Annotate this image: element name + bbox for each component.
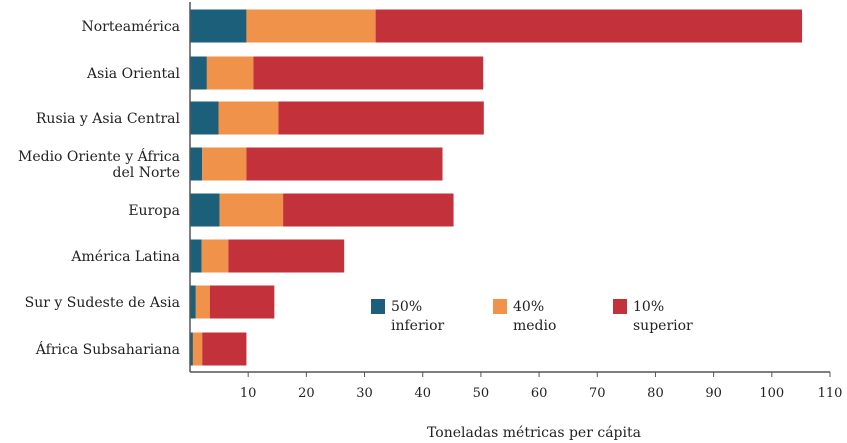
bar-segment-1-row-8 xyxy=(190,332,193,366)
x-tick-label: 70 xyxy=(589,386,606,401)
bar-segment-3-row-7 xyxy=(209,285,275,319)
category-label: Medio Oriente y África del Norte xyxy=(18,147,180,181)
bar-segment-1-row-7 xyxy=(190,285,196,319)
bar-segment-1-row-4 xyxy=(190,147,203,181)
category-label: Norteamérica xyxy=(81,19,180,35)
x-tick-label: 50 xyxy=(473,386,490,401)
bar-segment-2-row-7 xyxy=(195,285,210,319)
bar-segment-3-row-4 xyxy=(246,147,443,181)
bar-segment-2-row-4 xyxy=(202,147,247,181)
bar-segment-3-row-1 xyxy=(375,9,803,43)
bar-segment-3-row-6 xyxy=(228,239,345,273)
legend-label: 40% medio xyxy=(513,299,556,334)
x-tick-label: 100 xyxy=(759,386,784,401)
legend-label: 10% superior xyxy=(633,299,693,334)
legend-label: 50% inferior xyxy=(391,299,445,334)
category-label: Europa xyxy=(128,203,180,219)
category-label: Sur y Sudeste de Asia xyxy=(25,295,180,311)
bar-segment-2-row-2 xyxy=(206,56,254,90)
x-tick-label: 40 xyxy=(414,386,431,401)
bar-segment-3-row-3 xyxy=(278,101,484,135)
x-axis-title: Toneladas métricas per cápita xyxy=(427,425,641,441)
bar-segment-1-row-2 xyxy=(190,56,207,90)
category-label: África Subsahariana xyxy=(35,340,180,358)
legend-swatch xyxy=(371,299,385,314)
bar-segment-2-row-5 xyxy=(219,193,284,227)
category-label: Asia Oriental xyxy=(86,66,180,82)
category-label: América Latina xyxy=(70,249,180,265)
bar-segment-1-row-3 xyxy=(190,101,219,135)
x-tick-label: 60 xyxy=(531,386,548,401)
x-tick-label: 30 xyxy=(356,386,373,401)
x-tick-label: 10 xyxy=(240,386,257,401)
x-tick-labels: 10 20 30 40 50 60 70 80 90 100 110 xyxy=(240,372,843,401)
bar-segment-1-row-6 xyxy=(190,239,202,273)
bars-group xyxy=(190,9,803,366)
x-tick-label: 110 xyxy=(818,386,843,401)
bar-segment-3-row-5 xyxy=(283,193,454,227)
bar-segment-2-row-6 xyxy=(201,239,229,273)
bar-segment-1-row-1 xyxy=(190,9,247,43)
bar-segment-3-row-2 xyxy=(253,56,484,90)
x-tick-label: 80 xyxy=(647,386,664,401)
x-tick-label: 20 xyxy=(298,386,315,401)
bar-segment-3-row-8 xyxy=(202,332,247,366)
category-label: Rusia y Asia Central xyxy=(36,111,181,127)
legend: 50% inferior 40% medio 10% superior xyxy=(371,299,693,334)
bar-segment-1-row-5 xyxy=(190,193,220,227)
x-axis xyxy=(189,2,830,373)
legend-swatch xyxy=(493,299,507,314)
legend-swatch xyxy=(613,299,627,314)
bar-segment-2-row-8 xyxy=(192,332,203,366)
category-labels: Norteamérica Asia Oriental Rusia y Asia Ce… xyxy=(18,19,181,358)
bar-segment-2-row-3 xyxy=(218,101,279,135)
x-tick-label: 90 xyxy=(705,386,722,401)
bar-segment-2-row-1 xyxy=(246,9,376,43)
